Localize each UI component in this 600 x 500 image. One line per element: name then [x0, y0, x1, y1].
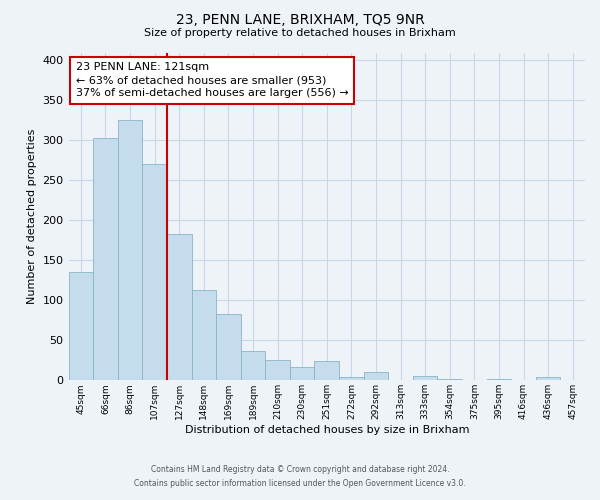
Bar	[290, 366, 314, 380]
Bar	[216, 314, 241, 380]
Text: Contains HM Land Registry data © Crown copyright and database right 2024.
Contai: Contains HM Land Registry data © Crown c…	[134, 466, 466, 487]
Bar	[118, 120, 142, 380]
Bar	[314, 361, 339, 380]
Bar	[68, 272, 93, 380]
Text: 23, PENN LANE, BRIXHAM, TQ5 9NR: 23, PENN LANE, BRIXHAM, TQ5 9NR	[176, 12, 424, 26]
Bar	[265, 360, 290, 380]
Bar	[413, 376, 437, 380]
Bar	[487, 378, 511, 380]
Bar	[191, 290, 216, 380]
Bar	[339, 377, 364, 380]
Bar	[241, 350, 265, 380]
Bar	[142, 164, 167, 380]
Bar	[93, 138, 118, 380]
Bar	[167, 234, 191, 380]
Text: Size of property relative to detached houses in Brixham: Size of property relative to detached ho…	[144, 28, 456, 38]
Y-axis label: Number of detached properties: Number of detached properties	[27, 128, 37, 304]
Text: 23 PENN LANE: 121sqm
← 63% of detached houses are smaller (953)
37% of semi-deta: 23 PENN LANE: 121sqm ← 63% of detached h…	[76, 62, 349, 98]
Bar	[364, 372, 388, 380]
Bar	[536, 377, 560, 380]
X-axis label: Distribution of detached houses by size in Brixham: Distribution of detached houses by size …	[185, 425, 469, 435]
